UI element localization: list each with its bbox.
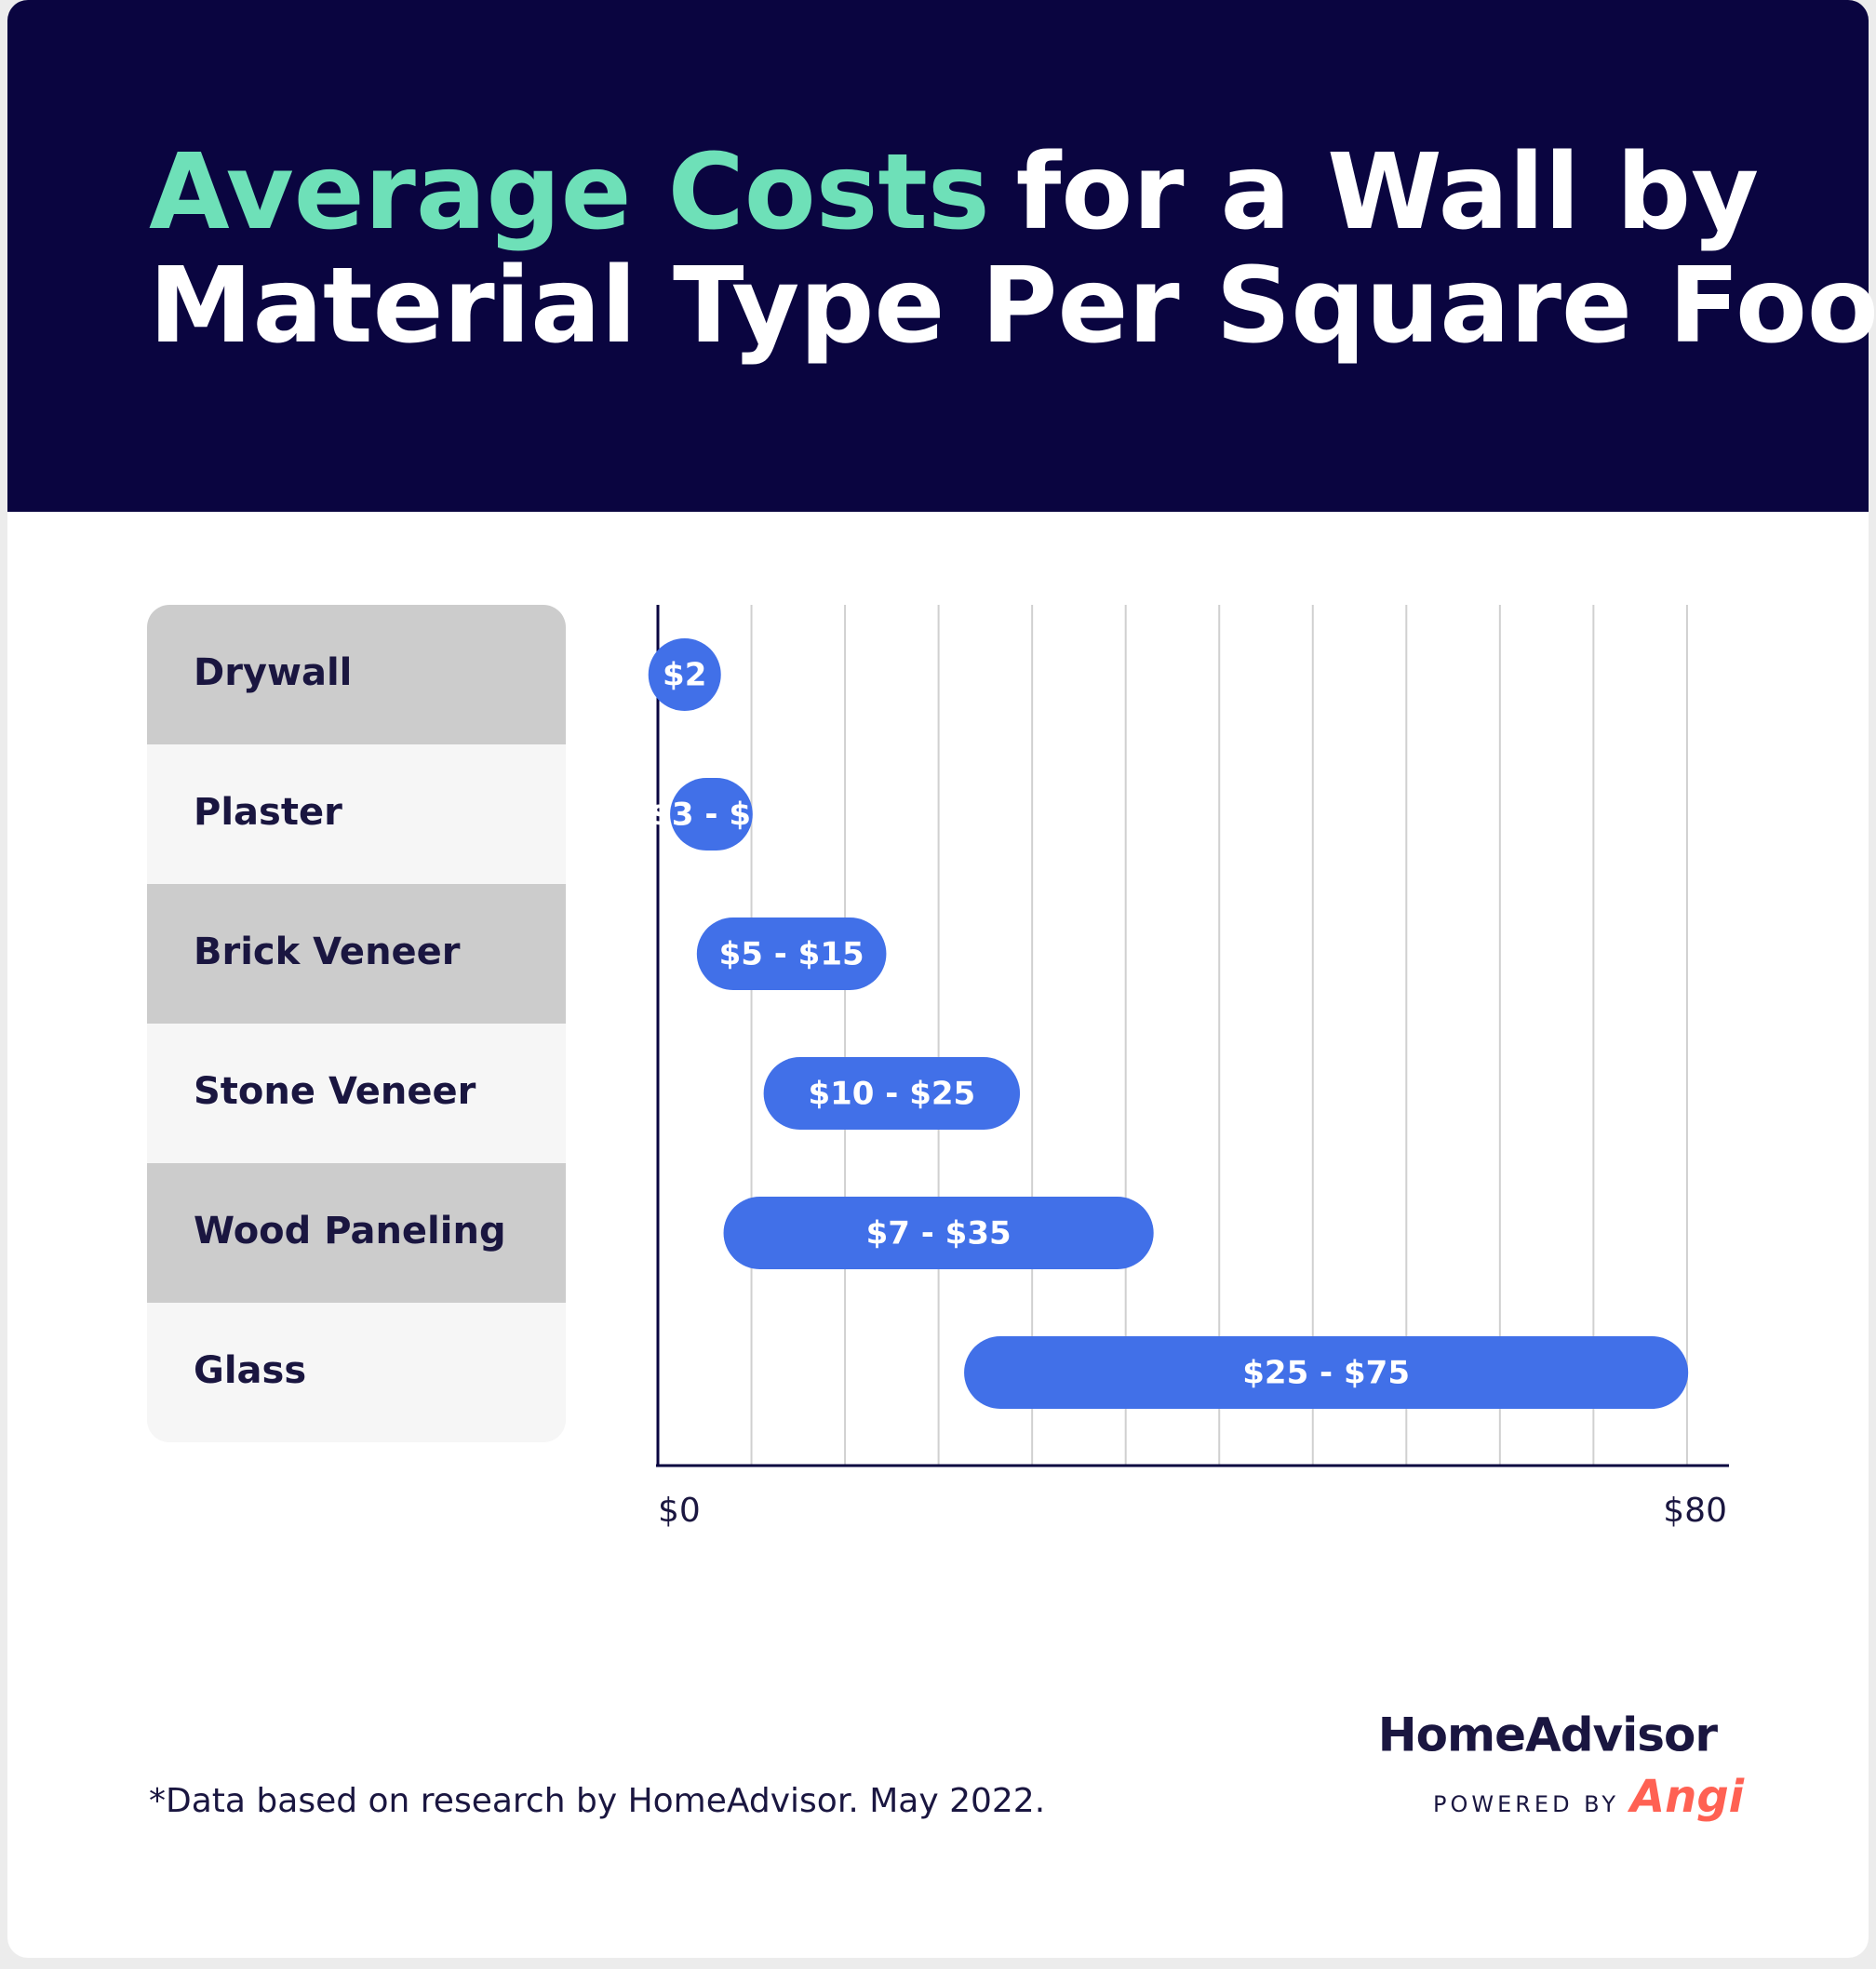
footnote: *Data based on research by HomeAdvisor. … (149, 1782, 1045, 1820)
range-bar (964, 1336, 1689, 1409)
value-label: $7 - $35 (866, 1215, 1012, 1252)
partner-logo: Angi (1627, 1771, 1745, 1823)
title-highlight: Average Costs (149, 132, 990, 253)
table-row (147, 1163, 566, 1303)
value-label: $5 - $15 (719, 936, 864, 973)
table-row (147, 884, 566, 1024)
brand-name: HomeAdvisor (1378, 1708, 1719, 1762)
value-label: $2 (663, 657, 706, 694)
range-bar (670, 778, 753, 851)
title-line2: Material Type Per Square Foot (149, 246, 1876, 367)
x-ticks: $0 $80 (658, 1492, 1727, 1530)
category-label: Stone Veneer (194, 1070, 476, 1113)
powered-by: POWERED BY (1433, 1791, 1619, 1817)
value-label: $10 - $25 (808, 1076, 975, 1113)
table-row (147, 605, 566, 744)
x-tick-label: $0 (658, 1492, 701, 1530)
range-bar (723, 1197, 1154, 1269)
chart-title: Average Costs for a Wall by (149, 132, 1759, 253)
range-bar (696, 918, 887, 990)
category-label: Drywall (194, 651, 352, 694)
table-row (147, 1024, 566, 1163)
grid (750, 605, 1688, 1465)
range-bar (763, 1057, 1021, 1130)
table-row (147, 744, 566, 884)
category-label: Plaster (194, 791, 342, 834)
x-tick-label: $80 (1663, 1492, 1727, 1530)
value-label: $25 - $75 (1242, 1355, 1410, 1392)
category-label: Wood Paneling (194, 1210, 506, 1252)
value-label: $3 - $5 (650, 797, 772, 834)
header-bg (7, 0, 1869, 512)
category-label: Brick Veneer (194, 931, 461, 973)
table-row (147, 1303, 566, 1442)
range-bar (648, 638, 721, 711)
title-line1: for a Wall by (1016, 132, 1760, 253)
category-label: Glass (194, 1349, 306, 1392)
category-table: Drywall Plaster Brick Veneer Stone Veneer Wo… (147, 605, 566, 1442)
bars: $2 $3 - $5 $5 - $15 $10 - $25 $7 - $35 $25 - … (648, 638, 1689, 1409)
